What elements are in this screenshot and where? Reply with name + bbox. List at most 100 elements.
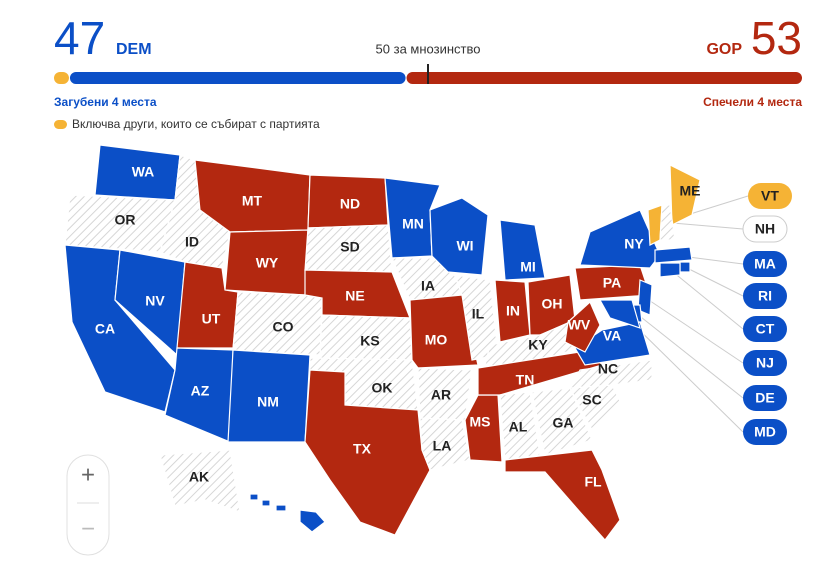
- callout-line: [666, 222, 744, 230]
- state-label: AL: [509, 419, 528, 435]
- state-label: TX: [353, 441, 372, 457]
- legend-label: Включва други, които се събират с партия…: [72, 117, 320, 131]
- state-shape: [574, 321, 651, 366]
- state-label: MN: [402, 216, 424, 232]
- state-label: AZ: [191, 383, 210, 399]
- gop-seats: 53: [751, 12, 802, 64]
- state-label: NE: [345, 288, 364, 304]
- state-shape: [679, 261, 691, 273]
- state-pill: [743, 385, 787, 411]
- gop-change: Спечели 4 места: [703, 95, 802, 109]
- state-label: MD: [754, 424, 776, 440]
- callout-line: [684, 266, 744, 297]
- state-shape: [419, 417, 471, 471]
- state-label: WA: [132, 164, 155, 180]
- state-label: WV: [568, 317, 591, 333]
- majority-label: 50 за мнозинство: [376, 41, 481, 56]
- state-label: CT: [756, 321, 775, 337]
- state-pill: [743, 283, 787, 309]
- state-label: OR: [115, 212, 136, 228]
- state-label: AK: [189, 469, 209, 485]
- zoom-control: + −: [66, 454, 110, 556]
- state-label: SD: [340, 239, 359, 255]
- state-shape: [637, 279, 653, 316]
- state-label: CA: [95, 321, 115, 337]
- state-label: TN: [516, 372, 535, 388]
- state-label: RI: [758, 288, 772, 304]
- state-label: VA: [603, 328, 621, 344]
- zoom-in[interactable]: +: [81, 461, 95, 488]
- state-shape: [464, 394, 503, 463]
- state-label: KY: [528, 337, 548, 353]
- callout-line: [644, 297, 744, 364]
- state-shape: [531, 387, 593, 456]
- state-label: UT: [202, 311, 221, 327]
- zoom-panel: [66, 454, 110, 556]
- state-label: OH: [542, 296, 563, 312]
- state-shape: [164, 347, 234, 443]
- dem-change: Загубени 4 места: [54, 95, 157, 109]
- state-shape: [249, 493, 326, 533]
- state-label: PA: [603, 275, 621, 291]
- state-label: IN: [506, 303, 520, 319]
- state-label: MA: [754, 256, 776, 272]
- state-label: MS: [470, 414, 491, 430]
- dem-label: DEM: [116, 41, 152, 58]
- state-label: ID: [185, 234, 199, 250]
- state-label: WI: [456, 238, 473, 254]
- state-label: CO: [273, 319, 294, 335]
- state-label: FL: [584, 474, 602, 490]
- state-label: DE: [755, 390, 774, 406]
- state-label: ND: [340, 196, 360, 212]
- map: WA OR CA NV ID MT WY UT CO AZ NM ND SD NE KS OK TX MN IA MO…: [64, 144, 792, 541]
- state-shape: [659, 262, 681, 278]
- state-label: HI: [278, 511, 292, 527]
- state-shape: [159, 449, 241, 513]
- state-label: NH: [755, 221, 775, 237]
- gop-label: GOP: [706, 41, 742, 58]
- state-label: AR: [431, 387, 451, 403]
- seat-bar-segment: [406, 72, 802, 84]
- state-label: NJ: [756, 355, 774, 371]
- seat-bar-segment: [54, 72, 69, 84]
- state-pill: [742, 215, 788, 243]
- state-shape: [564, 300, 601, 353]
- state-shape: [499, 219, 546, 281]
- callout-line: [669, 269, 744, 330]
- state-label: NM: [257, 394, 279, 410]
- state-label: OK: [372, 380, 393, 396]
- state-label: GA: [553, 415, 574, 431]
- state-shape: [409, 294, 479, 369]
- state-label: WY: [256, 255, 279, 271]
- state-label: NY: [624, 236, 644, 252]
- state-pill: [748, 183, 792, 209]
- state-pill: [743, 316, 787, 342]
- zoom-out[interactable]: −: [81, 515, 95, 542]
- state-label: ME: [680, 183, 701, 199]
- state-shape: [477, 349, 603, 396]
- state-shape: [654, 246, 693, 264]
- state-label: MI: [520, 259, 536, 275]
- state-label: NC: [598, 361, 618, 377]
- seat-bar-segment: [69, 72, 406, 84]
- state-label: VT: [761, 188, 779, 204]
- state-shape: [429, 197, 489, 276]
- state-label: MO: [425, 332, 448, 348]
- dem-seats: 47: [54, 12, 105, 64]
- state-label: IL: [472, 306, 485, 322]
- state-pill: [743, 350, 787, 376]
- state-label: KS: [360, 333, 379, 349]
- state-label: LA: [433, 438, 452, 454]
- state-shape: [669, 164, 701, 226]
- callout-line: [636, 313, 744, 399]
- state-shape: [454, 274, 499, 361]
- state-shape: [504, 449, 621, 541]
- state-label: SC: [582, 392, 601, 408]
- state-label: NV: [145, 293, 165, 309]
- state-pill: [743, 419, 787, 445]
- state-shape: [568, 359, 653, 389]
- legend-swatch: [54, 120, 67, 129]
- state-shape: [598, 299, 641, 329]
- state-shape: [499, 391, 541, 461]
